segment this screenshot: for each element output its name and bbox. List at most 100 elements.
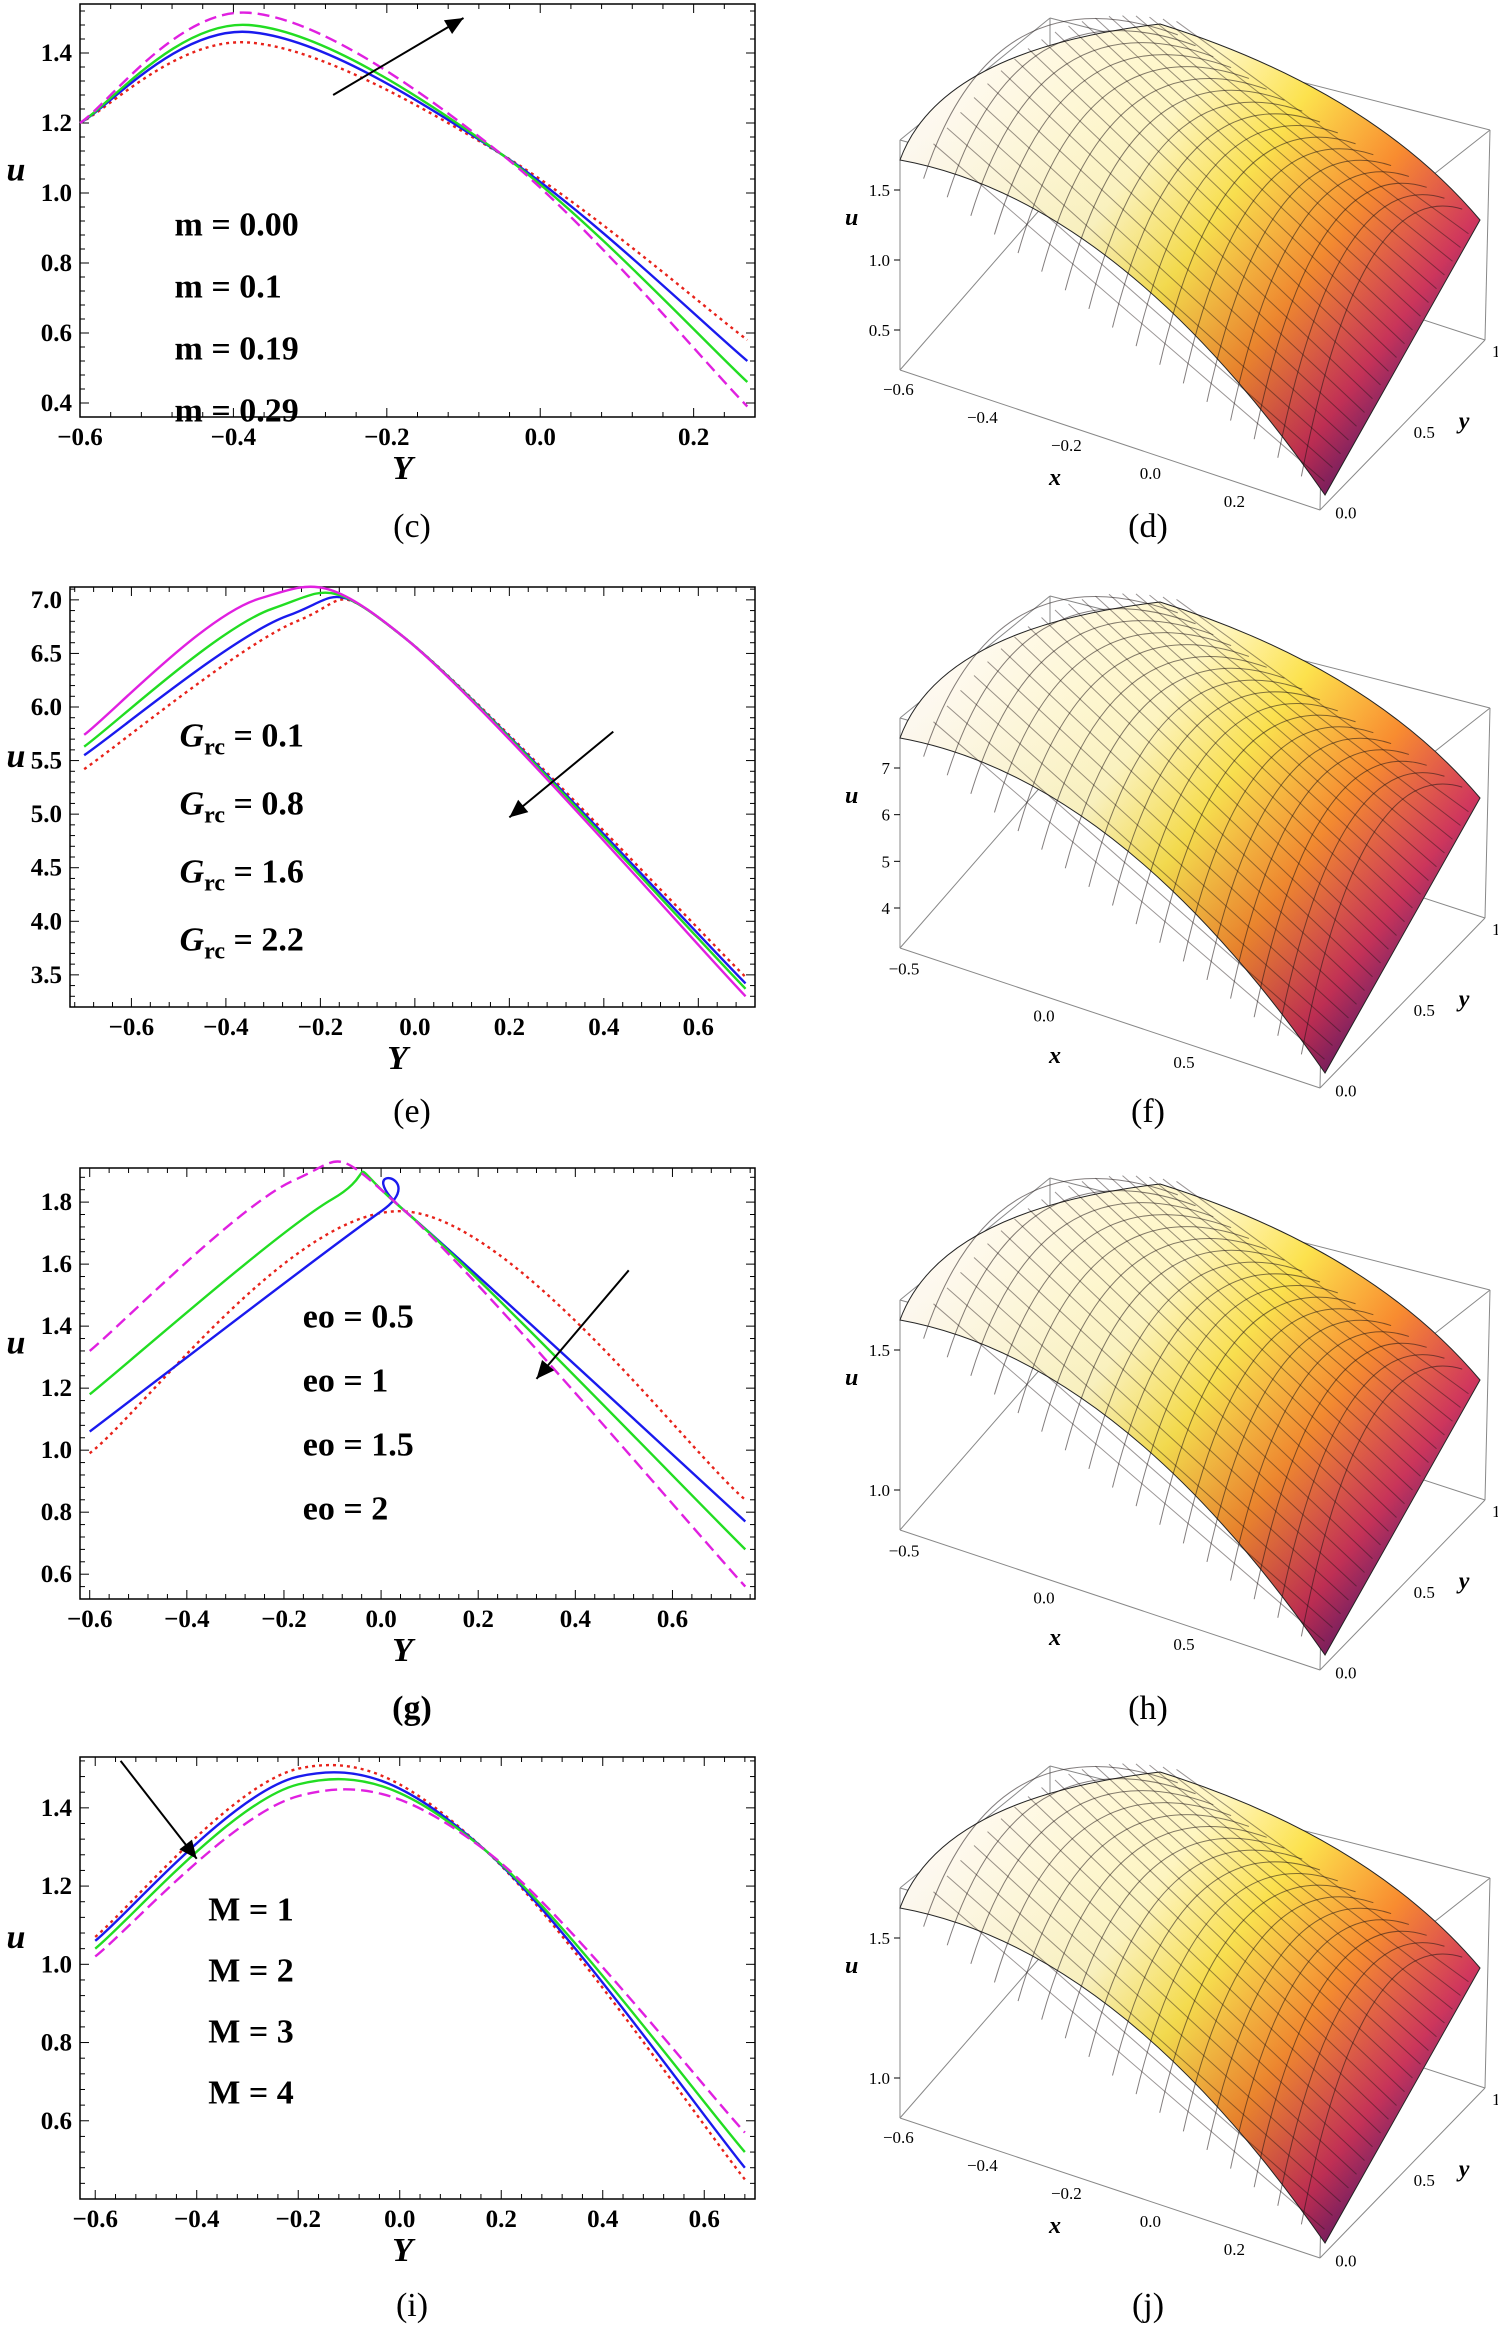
mesh-line xyxy=(1135,1285,1338,1507)
trend-arrow-head xyxy=(443,18,464,35)
mesh-line xyxy=(1088,1849,1303,2058)
caption-c: (c) xyxy=(393,508,431,545)
caption-f: (f) xyxy=(1131,1093,1165,1130)
series-line xyxy=(94,1771,746,2169)
mesh-line xyxy=(1108,1763,1429,2051)
mesh-line xyxy=(1054,609,1397,936)
mesh-line xyxy=(1095,1765,1421,2065)
y-tick-label: 0.0 xyxy=(1335,2252,1356,2271)
y-tick-label: 1.2 xyxy=(41,1873,72,1900)
x-axis-label: Y xyxy=(387,1040,411,1077)
box-edge xyxy=(899,1357,1051,1531)
y-tick-label: 0.0 xyxy=(1335,504,1356,523)
mesh-line xyxy=(960,689,1341,1033)
mesh-line xyxy=(1176,1769,1469,1983)
mesh-line xyxy=(1253,182,1427,440)
mesh-line xyxy=(1068,1185,1405,1505)
mesh-line xyxy=(1230,749,1410,999)
surface-plot-f: 4 5 6 7 u −0.5 0.0 0.5 x 0.0 0.5 1.0 y xyxy=(845,593,1498,1101)
series-line xyxy=(79,41,749,341)
series-line xyxy=(94,1777,746,2153)
legend-entry: M = 3 xyxy=(208,2014,293,2051)
mesh-line xyxy=(1135,1763,1445,2024)
mesh-line xyxy=(970,1790,1214,1964)
x-tick-label: −0.4 xyxy=(967,2156,998,2175)
x-tick-label: 0.0 xyxy=(1140,2212,1161,2231)
y-tick-label: 1.0 xyxy=(41,180,72,207)
box-edge xyxy=(899,1945,1051,2119)
mesh-line xyxy=(1095,595,1421,895)
u-axis-label: u xyxy=(845,205,858,231)
y-axis-label: y xyxy=(1456,987,1470,1013)
box-edge xyxy=(1319,2087,1486,2259)
trend-arrow xyxy=(508,730,614,819)
mesh-line xyxy=(1300,205,1463,477)
x-tick-label: 0.2 xyxy=(486,2206,517,2233)
x-tick-label: 0.4 xyxy=(560,1606,592,1633)
x-tick-label: −0.2 xyxy=(275,2206,321,2233)
mesh-line xyxy=(1054,1779,1397,2106)
legend-entry: eo = 2 xyxy=(303,1490,388,1527)
mesh-line xyxy=(1206,1319,1392,1563)
legend-entry: Grc = 2.2 xyxy=(180,922,304,965)
mesh-line xyxy=(1253,1342,1427,1600)
u-tick-label: 1.0 xyxy=(869,2069,890,2088)
x-axis-label: x xyxy=(1048,1043,1061,1069)
x-axis-label: x xyxy=(1048,1625,1061,1651)
caption-i: (i) xyxy=(395,2287,429,2324)
mesh-line xyxy=(946,30,1196,198)
u-tick-label: 4 xyxy=(882,899,891,918)
mesh-line xyxy=(1041,1237,1267,1432)
mesh-line xyxy=(987,1831,1357,2175)
mesh-line xyxy=(1176,1181,1469,1395)
mesh-line xyxy=(1014,1806,1373,2148)
x-tick-label: −0.2 xyxy=(1051,436,1082,455)
surface-plot-h: 1.0 1.5 u −0.5 0.0 0.5 x 0.0 0.5 1.0 y xyxy=(845,1175,1498,1683)
y-tick-label: 1.4 xyxy=(41,40,73,67)
box-edge xyxy=(899,775,1051,949)
mesh-line xyxy=(946,127,1333,468)
y-axis-label: y xyxy=(1456,2157,1470,2183)
y-tick-label: 1.0 xyxy=(1492,1502,1498,1521)
x-tick-label: 0.0 xyxy=(365,1606,396,1633)
y-tick-label: 1.0 xyxy=(41,1437,72,1464)
mesh-line xyxy=(970,620,1214,794)
mesh-line xyxy=(973,675,1349,1019)
series-line xyxy=(79,11,749,408)
box-edge xyxy=(1484,1289,1491,1501)
mesh-line xyxy=(1159,1296,1356,1525)
x-tick-label: 0.0 xyxy=(525,424,556,451)
box-edge xyxy=(1484,1877,1491,2089)
mesh-line xyxy=(923,595,1178,757)
x-tick-label: 0.6 xyxy=(689,2206,720,2233)
y-tick-label: 0.4 xyxy=(41,390,73,417)
box-edge xyxy=(899,2117,1321,2259)
x-tick-label: −0.4 xyxy=(164,1606,210,1633)
surface-shading xyxy=(900,1184,1480,1655)
mesh-line xyxy=(1014,636,1373,978)
mesh-line xyxy=(923,1765,1178,1927)
x-tick-label: 0.2 xyxy=(678,424,709,451)
x-tick-label: −0.2 xyxy=(1051,2184,1082,2203)
y-tick-label: 6.0 xyxy=(31,694,62,721)
y-tick-label: 1.2 xyxy=(41,110,72,137)
mesh-line xyxy=(993,54,1232,235)
u-axis-label: u xyxy=(845,783,858,809)
plot-frame xyxy=(79,1756,756,2200)
legend-entry: eo = 0.5 xyxy=(303,1298,414,1335)
y-tick-label: 0.8 xyxy=(41,2030,72,2057)
mesh-line xyxy=(1041,1787,1389,2120)
mesh-line xyxy=(1081,1180,1413,1491)
legend-entry: eo = 1 xyxy=(303,1362,388,1399)
mesh-line xyxy=(1041,655,1267,850)
mesh-line xyxy=(1135,1175,1445,1436)
mesh-line xyxy=(946,1778,1196,1946)
mesh-line xyxy=(1081,20,1413,331)
x-tick-label: 0.2 xyxy=(1224,492,1245,511)
caption-e: (e) xyxy=(393,1093,431,1130)
box-edge xyxy=(1319,1499,1486,1671)
mesh-line xyxy=(1064,667,1285,869)
plot-frame xyxy=(79,1167,756,1600)
box-edge xyxy=(899,197,1051,371)
u-tick-label: 1.0 xyxy=(869,251,890,270)
